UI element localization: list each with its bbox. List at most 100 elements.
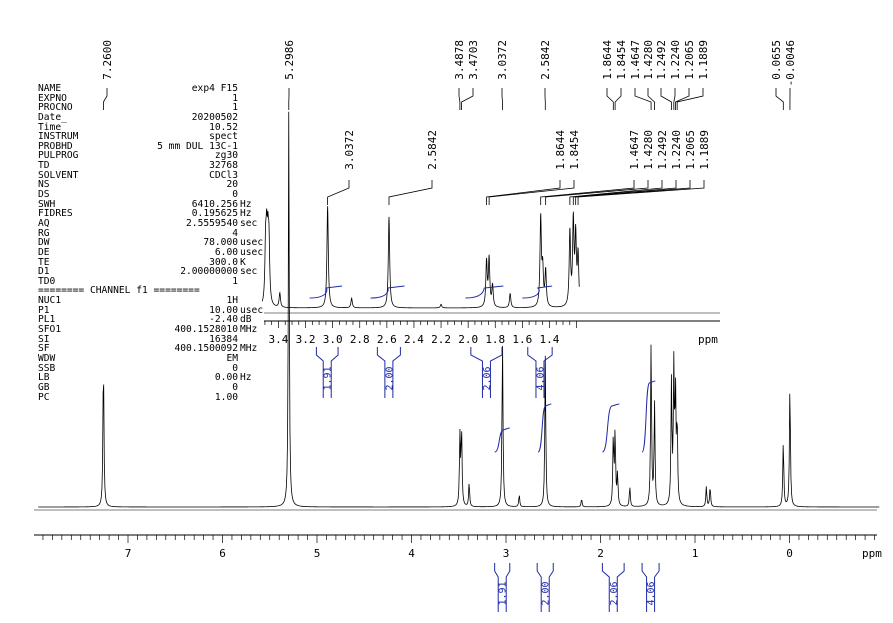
param-key: INSTRUM	[38, 131, 79, 143]
param-row: SFO1 400.1528010 MHz	[38, 325, 270, 335]
param-key: WDW	[38, 352, 56, 364]
param-row: PL1 -2.40 dB	[38, 315, 270, 325]
main-integral-value: 4.06	[646, 581, 657, 605]
inset-peak-label: 3.0372	[343, 130, 356, 170]
param-row: DE 6.00 usec	[38, 248, 270, 258]
integral-curve	[601, 403, 620, 453]
integral-curve	[494, 427, 510, 453]
param-key: TD0	[38, 275, 56, 287]
param-key: FIDRES	[38, 208, 73, 220]
inset-tick-label: 1.4	[540, 333, 560, 346]
param-unit: dB	[240, 314, 252, 326]
param-value: -2.40	[209, 314, 238, 326]
param-key: PL1	[38, 314, 56, 326]
param-value: exp4 F15	[191, 83, 238, 94]
x-tick-label: 6	[219, 547, 226, 560]
inset-tick-label: 2.2	[431, 333, 451, 346]
main-peak-leader	[647, 88, 655, 110]
param-value: 20	[226, 179, 238, 191]
param-row: PULPROG zg30	[38, 151, 270, 161]
param-key: D1	[38, 266, 50, 278]
param-key: TD	[38, 160, 50, 172]
main-peak-label: 3.0372	[496, 40, 509, 80]
main-peak-label: 1.1889	[697, 40, 710, 80]
inset-peak-label: 2.5842	[426, 130, 439, 170]
param-row: ======== CHANNEL f1 ========	[38, 286, 270, 296]
inset-integral-curve	[522, 285, 553, 299]
main-peak-leader	[634, 88, 652, 110]
param-value: spect	[209, 131, 238, 143]
param-row: SOLVENT CDCl3	[38, 171, 270, 181]
param-value: EM	[226, 352, 238, 364]
main-peak-label: -0.0046	[784, 40, 797, 86]
x-tick-label: 3	[503, 547, 510, 560]
param-key: DE	[38, 246, 50, 258]
inset-integral-value: 2.00	[384, 366, 395, 390]
main-integral-bracket	[536, 563, 554, 612]
main-peak-leader	[675, 88, 690, 110]
param-row: TD 32768	[38, 161, 270, 171]
main-spectrum-trace	[38, 111, 880, 508]
param-key: PROBHD	[38, 140, 73, 152]
param-value: 16384	[209, 333, 238, 345]
param-value: 300.0	[209, 256, 238, 268]
inset-peak-leader	[327, 180, 350, 205]
param-key: NS	[38, 179, 50, 191]
param-value: 0	[232, 362, 238, 374]
main-integral-value: 2.00	[541, 581, 552, 605]
x-axis-label: ppm	[862, 547, 882, 560]
param-value: 6.00	[214, 246, 238, 258]
param-value: 0	[232, 381, 238, 393]
main-peak-label: 1.8644	[601, 40, 614, 80]
main-peak-label: 7.2600	[101, 40, 114, 80]
inset-axis-label: ppm	[698, 333, 718, 346]
param-unit: sec	[240, 266, 258, 278]
x-tick-label: 5	[314, 547, 321, 560]
main-peak-label: 1.2492	[655, 40, 668, 80]
main-peak-leader	[660, 88, 672, 110]
param-unit: MHz	[240, 324, 258, 336]
param-row: TD0 1	[38, 277, 270, 287]
param-unit: MHz	[240, 343, 258, 355]
param-value: 1H	[226, 295, 238, 307]
param-row: RG 4	[38, 228, 270, 239]
main-peak-leader	[606, 88, 614, 110]
inset-peak-label: 1.8644	[554, 130, 567, 170]
param-key: EXPNO	[38, 92, 67, 104]
inset-peak-leader	[545, 180, 649, 205]
x-tick-label: 2	[597, 547, 604, 560]
param-row: NAME exp4 F15	[38, 84, 270, 94]
param-row: NS 20	[38, 180, 270, 190]
inset-peak-label: 1.4280	[642, 130, 655, 170]
param-value: 0	[232, 189, 238, 201]
param-key: TE	[38, 256, 50, 268]
inset-integral-curve	[309, 285, 343, 299]
integral-curve	[537, 403, 552, 453]
inset-peak-leader	[575, 180, 691, 205]
param-row: SSB 0	[38, 362, 270, 374]
param-key: SI	[38, 333, 50, 345]
x-tick-label: 1	[692, 547, 699, 560]
param-row: SF 400.1500092 MHz	[38, 344, 270, 354]
main-peak-leader	[614, 88, 622, 110]
param-row: P1 10.00 usec	[38, 306, 270, 316]
param-key: PROCNO	[38, 102, 73, 114]
param-row: FIDRES 0.195625 Hz	[38, 209, 270, 219]
inset-integral-value: 4.06	[535, 366, 546, 390]
param-row: EXPNO 1	[38, 92, 270, 104]
main-peak-leader	[673, 88, 676, 110]
param-row: NUC1 1H	[38, 296, 270, 306]
param-value: 1	[232, 102, 238, 114]
inset-integral-value: 2.06	[482, 366, 493, 390]
param-value: 10.00	[209, 304, 238, 316]
param-key: Date_	[38, 111, 67, 123]
param-value: 1	[232, 275, 238, 287]
main-peak-label: 1.4280	[642, 40, 655, 80]
param-key: SFO1	[38, 324, 62, 336]
main-peak-label: 1.2240	[669, 40, 682, 80]
param-value: 1	[232, 92, 238, 104]
inset-integral-bracket	[527, 347, 553, 398]
inset-integral-bracket	[470, 347, 503, 398]
main-peak-label: 1.8454	[615, 40, 628, 80]
